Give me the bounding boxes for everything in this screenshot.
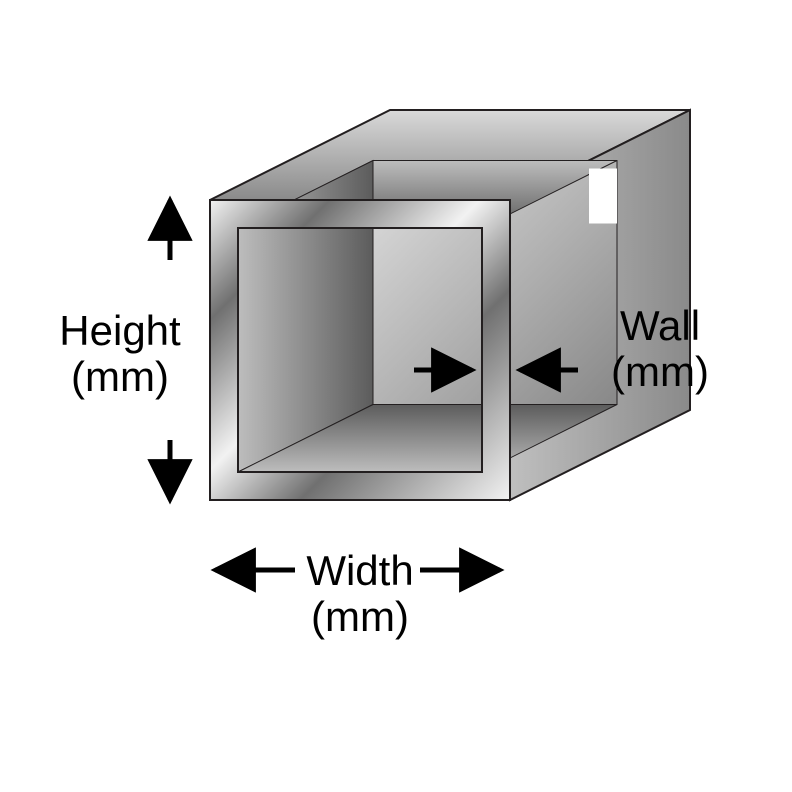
width-label-line1: Width [306, 547, 413, 594]
wall-label-line2: (mm) [611, 348, 709, 395]
tube-opening-highlight [589, 169, 617, 224]
height-label-line2: (mm) [71, 353, 169, 400]
wall-label-line1: Wall [620, 302, 700, 349]
height-label-line1: Height [59, 307, 181, 354]
width-label-line2: (mm) [311, 593, 409, 640]
square-tube-diagram: Height(mm)Width(mm)Wall(mm) [59, 110, 709, 640]
